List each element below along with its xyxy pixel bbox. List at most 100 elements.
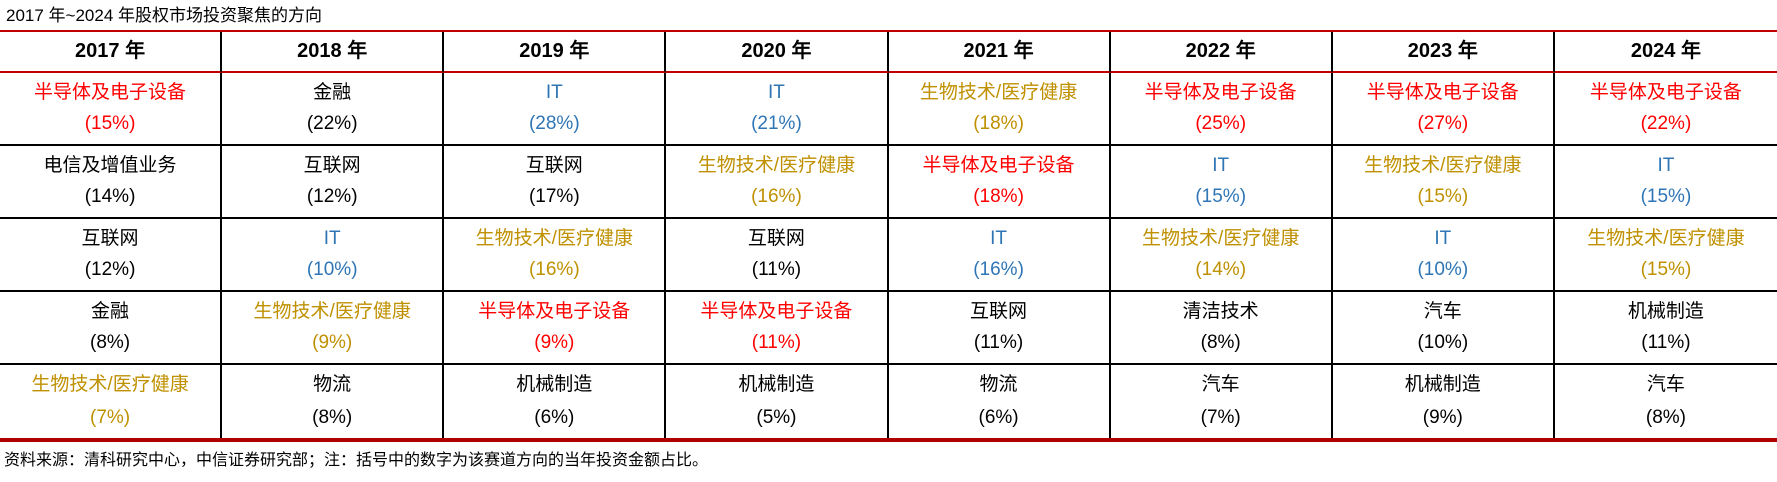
table-cell-2021年-rank1: 生物技术/医疗健康 (18%) [888, 73, 1111, 146]
sector-label: IT [1434, 227, 1452, 249]
sector-label: 半导体及电子设备 [700, 300, 853, 322]
table-cell-2024年-rank4: 机械制造 (11%) [1554, 292, 1777, 365]
table-cell-2022年-rank4: 清洁技术 (8%) [1110, 292, 1333, 365]
share-value: (15%) [1640, 186, 1692, 208]
table-cell-2022年-rank5: 汽车 (7%) [1111, 365, 1333, 438]
table-cell-2022年-rank2: IT (15%) [1110, 146, 1333, 219]
sector-label: 半导体及电子设备 [1589, 81, 1742, 103]
share-value: (28%) [528, 113, 580, 135]
sector-label: 机械制造 [1404, 374, 1481, 396]
share-value: (7%) [1200, 406, 1241, 428]
share-value: (18%) [973, 186, 1024, 208]
sector-label: 金融 [91, 300, 130, 322]
column-header-2024年: 2024 年 [1554, 32, 1777, 73]
share-value: (15%) [1640, 259, 1692, 281]
sector-label: 互联网 [747, 227, 805, 249]
table-cell-2024年-rank1: 半导体及电子设备 (22%) [1554, 73, 1777, 146]
column-header-2021年: 2021 年 [888, 32, 1111, 73]
sector-label: 互联网 [81, 227, 139, 249]
table-cell-2023年-rank2: 生物技术/医疗健康 (15%) [1332, 146, 1555, 219]
table-cell-2019年-rank4: 半导体及电子设备 (9%) [444, 292, 667, 365]
sector-label: 生物技术/医疗健康 [697, 154, 856, 176]
share-value: (11%) [751, 332, 802, 354]
sector-label: IT [990, 227, 1007, 249]
sector-label: 清洁技术 [1182, 300, 1259, 322]
share-value: (8%) [1200, 332, 1241, 354]
figure-title: 2017 年~2024 年股权市场投资聚焦的方向 [6, 6, 323, 25]
share-value: (8%) [90, 332, 131, 354]
sector-label: 生物技术/医疗健康 [253, 300, 411, 322]
sector-label: 生物技术/医疗健康 [919, 81, 1078, 103]
sector-label: 生物技术/医疗健康 [475, 227, 633, 249]
sector-label: IT [545, 81, 563, 103]
share-value: (10%) [1417, 332, 1469, 354]
table-cell-2023年-rank1: 半导体及电子设备 (27%) [1332, 73, 1555, 146]
share-value: (25%) [1195, 113, 1247, 135]
table-cell-2017年-rank4: 金融 (8%) [0, 292, 223, 365]
share-value: (18%) [973, 113, 1024, 135]
sector-label: 半导体及电子设备 [1144, 81, 1297, 103]
sector-label: IT [1657, 154, 1675, 176]
column-header-2020年: 2020 年 [666, 32, 889, 73]
share-value: (11%) [1641, 332, 1691, 354]
table-cell-2019年-rank3: 生物技术/医疗健康 (16%) [444, 219, 667, 292]
table-cell-2017年-rank3: 互联网 (12%) [0, 219, 223, 292]
column-header-2018年: 2018 年 [222, 32, 445, 73]
share-value: (6%) [534, 406, 575, 428]
sector-label: IT [767, 81, 785, 103]
table-cell-2023年-rank3: IT (10%) [1332, 219, 1555, 292]
table-cell-2017年-rank1: 半导体及电子设备 (15%) [0, 73, 223, 146]
sector-label: 机械制造 [516, 374, 593, 396]
table-cell-2020年-rank5: 机械制造 (5%) [666, 365, 889, 438]
share-value: (10%) [1417, 259, 1469, 281]
share-value: (6%) [978, 406, 1019, 428]
table-cell-2020年-rank3: 互联网 (11%) [666, 219, 889, 292]
share-value: (9%) [312, 332, 353, 354]
sector-label: 金融 [313, 81, 352, 103]
sector-label: 互联网 [303, 154, 361, 176]
table-cell-2018年-rank4: 生物技术/医疗健康 (9%) [222, 292, 445, 365]
table-cell-2018年-rank2: 互联网 (12%) [222, 146, 445, 219]
share-value: (15%) [84, 113, 136, 135]
table-cell-2023年-rank4: 汽车 (10%) [1332, 292, 1555, 365]
investment-focus-table: 2017 年 2018 年 2019 年 2020 年 2021 年 2022 年 2023… [0, 30, 1777, 442]
share-value: (15%) [1417, 186, 1469, 208]
share-value: (8%) [312, 406, 353, 428]
share-value: (16%) [973, 259, 1024, 281]
share-value: (17%) [528, 186, 580, 208]
sector-label: 汽车 [1646, 374, 1685, 396]
table-cell-2018年-rank3: IT (10%) [222, 219, 445, 292]
table-cell-2021年-rank3: IT (16%) [888, 219, 1111, 292]
share-value: (9%) [1422, 406, 1463, 428]
table-cell-2018年-rank5: 物流 (8%) [222, 365, 445, 438]
sector-label: 汽车 [1201, 374, 1240, 396]
share-value: (22%) [1640, 113, 1692, 135]
table-cell-2019年-rank2: 互联网 (17%) [444, 146, 667, 219]
table-cell-2017年-rank2: 电信及增值业务 (14%) [0, 146, 223, 219]
share-value: (16%) [751, 186, 802, 208]
sector-label: 半导体及电子设备 [478, 300, 631, 322]
sector-label: 汽车 [1423, 300, 1462, 322]
sector-label: IT [323, 227, 341, 249]
table-cell-2020年-rank4: 半导体及电子设备 (11%) [666, 292, 889, 365]
sector-label: 互联网 [525, 154, 583, 176]
table-cell-2024年-rank3: 生物技术/医疗健康 (15%) [1554, 219, 1777, 292]
share-value: (22%) [306, 113, 358, 135]
table-cell-2024年-rank2: IT (15%) [1554, 146, 1777, 219]
table-cell-2018年-rank1: 金融 (22%) [222, 73, 445, 146]
sector-label: 半导体及电子设备 [1366, 81, 1519, 103]
table-cell-2022年-rank1: 半导体及电子设备 (25%) [1110, 73, 1333, 146]
sector-label: 半导体及电子设备 [922, 154, 1075, 176]
column-header-2017年: 2017 年 [0, 32, 223, 73]
share-value: (10%) [306, 259, 358, 281]
share-value: (21%) [751, 113, 802, 135]
table-cell-2019年-rank5: 机械制造 (6%) [444, 365, 667, 438]
share-value: (7%) [90, 406, 131, 428]
sector-label: 物流 [313, 374, 352, 396]
sector-label: 互联网 [970, 300, 1028, 322]
share-value: (12%) [84, 259, 136, 281]
table-cell-2024年-rank5: 汽车 (8%) [1555, 365, 1777, 438]
sector-label: 生物技术/医疗健康 [1364, 154, 1522, 176]
sector-label: 半导体及电子设备 [34, 81, 187, 103]
